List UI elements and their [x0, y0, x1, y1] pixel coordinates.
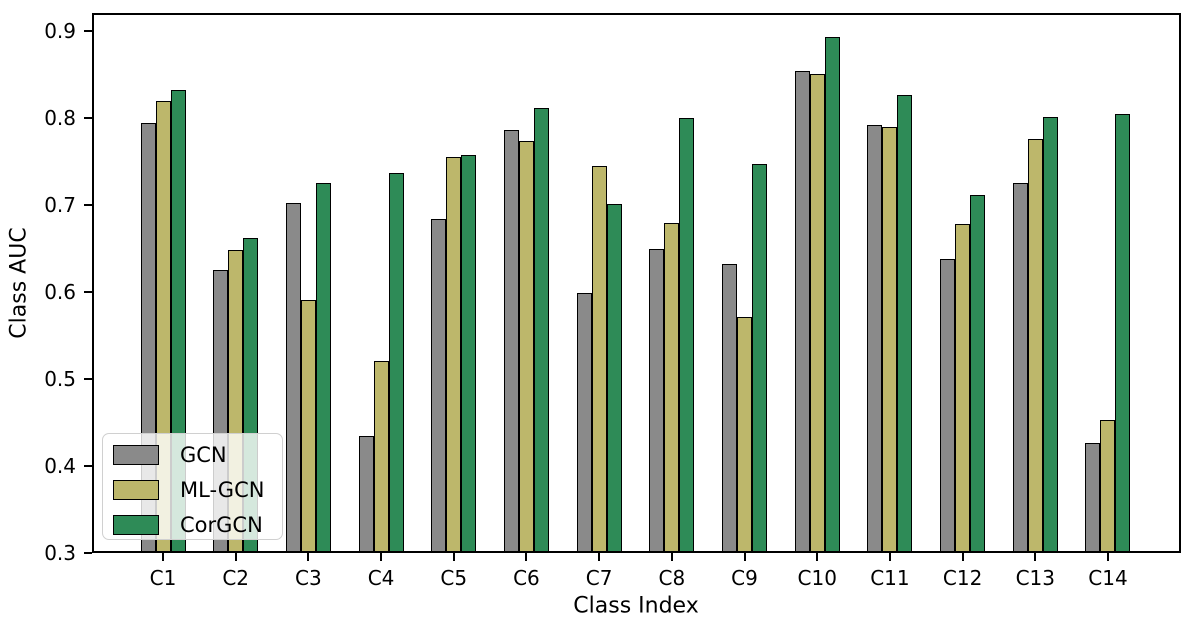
x-tick-label-c3: C3: [295, 566, 322, 590]
x-tick-mark: [234, 553, 237, 561]
y-tick-mark: [84, 30, 92, 33]
x-tick-mark: [380, 553, 383, 561]
bar-ml-gcn-c5: [446, 157, 462, 553]
x-tick-label-c10: C10: [797, 566, 837, 590]
bar-ml-gcn-c14: [1100, 420, 1116, 553]
y-tick-mark: [84, 465, 92, 468]
bar-gcn-c9: [722, 264, 738, 553]
y-tick-label: 0.6: [44, 280, 76, 305]
bar-ml-gcn-c10: [809, 73, 825, 553]
bar-corgcn-c14: [1115, 113, 1131, 553]
x-tick-mark: [452, 553, 455, 561]
bar-ml-gcn-c3: [300, 300, 316, 553]
bar-gcn-c11: [867, 125, 883, 553]
y-tick-label: 0.4: [44, 454, 76, 479]
x-tick-mark: [670, 553, 673, 561]
bar-ml-gcn-c13: [1027, 139, 1043, 553]
bar-corgcn-c8: [679, 118, 695, 553]
x-tick-label-c9: C9: [731, 566, 758, 590]
y-axis-label: Class AUC: [6, 227, 32, 339]
bar-ml-gcn-c6: [518, 140, 534, 553]
legend-item-corgcn: CorGCN: [113, 513, 282, 537]
bar-gcn-c6: [503, 130, 519, 553]
x-tick-mark: [598, 553, 601, 561]
bar-gcn-c12: [940, 259, 956, 553]
bar-gcn-c4: [358, 435, 374, 553]
x-tick-label-c1: C1: [149, 566, 177, 590]
bar-corgcn-c4: [388, 173, 404, 553]
x-axis-label: Class Index: [573, 593, 699, 619]
bar-corgcn-c9: [752, 164, 768, 553]
x-tick-mark: [816, 553, 819, 561]
x-tick-mark: [1106, 553, 1109, 561]
bar-corgcn-c13: [1042, 117, 1058, 553]
legend-swatch-icon: [113, 515, 159, 535]
bar-ml-gcn-c8: [664, 222, 680, 553]
bar-ml-gcn-c9: [737, 317, 753, 553]
x-tick-mark: [961, 553, 964, 561]
y-tick-label: 0.9: [44, 19, 76, 44]
bar-ml-gcn-c7: [591, 166, 607, 553]
x-tick-label-c14: C14: [1088, 566, 1128, 590]
x-tick-mark: [307, 553, 310, 561]
bar-corgcn-c11: [897, 94, 913, 553]
y-tick-mark: [84, 117, 92, 120]
plot-area: [92, 13, 1181, 553]
bar-gcn-c5: [431, 219, 447, 553]
x-tick-mark: [743, 553, 746, 561]
bar-corgcn-c10: [824, 37, 840, 553]
bar-ml-gcn-c4: [373, 360, 389, 553]
bar-corgcn-c5: [461, 154, 477, 553]
bar-gcn-c3: [285, 203, 301, 553]
y-tick-mark: [84, 378, 92, 381]
y-tick-label: 0.3: [44, 541, 76, 565]
x-tick-label-c5: C5: [440, 566, 468, 590]
x-tick-mark: [888, 553, 891, 561]
y-tick-label: 0.8: [44, 106, 76, 131]
legend: GCN ML-GCN CorGCN: [102, 433, 283, 540]
legend-label: GCN: [180, 443, 227, 467]
y-tick-mark: [84, 204, 92, 207]
bar-ml-gcn-c11: [882, 126, 898, 553]
bar-gcn-c13: [1012, 183, 1028, 553]
legend-item-gcn: GCN: [113, 443, 282, 467]
bar-gcn-c14: [1085, 442, 1101, 553]
x-tick-label-c8: C8: [658, 566, 686, 590]
bar-corgcn-c12: [970, 194, 986, 553]
x-tick-mark: [525, 553, 528, 561]
bar-ml-gcn-c12: [955, 224, 971, 553]
x-tick-label-c11: C11: [870, 566, 910, 590]
legend-swatch-icon: [113, 480, 159, 500]
legend-swatch-icon: [113, 445, 159, 465]
y-tick-label: 0.7: [44, 193, 76, 218]
x-tick-label-c6: C6: [513, 566, 540, 590]
bar-corgcn-c7: [606, 204, 622, 553]
x-tick-mark: [1034, 553, 1037, 561]
x-tick-label-c2: C2: [222, 566, 250, 590]
y-tick-mark: [84, 552, 92, 554]
x-tick-label-c13: C13: [1015, 566, 1055, 590]
bar-corgcn-c3: [315, 183, 331, 553]
x-tick-mark: [162, 553, 164, 561]
x-tick-label-c12: C12: [942, 566, 983, 590]
legend-label: CorGCN: [180, 513, 263, 537]
bar-corgcn-c6: [533, 107, 549, 553]
y-tick-label: 0.5: [44, 367, 76, 392]
bar-gcn-c7: [576, 293, 592, 553]
legend-item-ml-gcn: ML-GCN: [113, 478, 282, 502]
bar-gcn-c8: [649, 248, 665, 553]
legend-label: ML-GCN: [180, 478, 265, 502]
bar-gcn-c10: [794, 71, 810, 553]
y-tick-mark: [84, 291, 92, 294]
x-tick-label-c4: C4: [367, 566, 395, 590]
x-tick-label-c7: C7: [585, 566, 613, 590]
